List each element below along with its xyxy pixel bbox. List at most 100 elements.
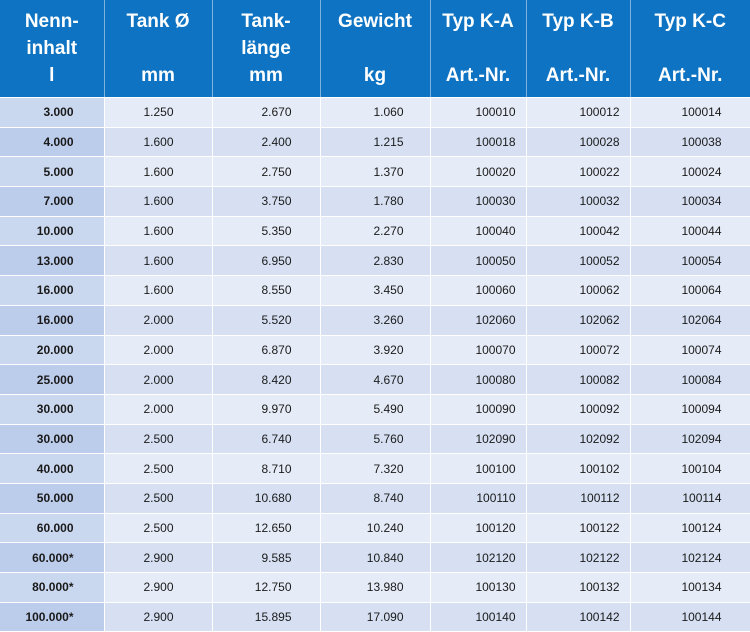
cell-typ-k-a: 102120 bbox=[430, 542, 527, 573]
header-line: mm bbox=[249, 65, 283, 86]
cell-typ-k-b: 100062 bbox=[526, 275, 631, 306]
cell-typ-k-b: 100092 bbox=[526, 394, 631, 425]
cell-typ-k-b: 100112 bbox=[526, 483, 631, 514]
table-row: 16.000 2.000 5.520 3.260 102060 102062 102064 bbox=[0, 305, 750, 336]
table-body: 3.000 1.250 2.670 1.060 100010 100012 100014 4.… bbox=[0, 97, 750, 632]
cell-tank-length: 6.740 bbox=[212, 424, 321, 455]
cell-weight: 3.450 bbox=[320, 275, 431, 306]
header-line: l bbox=[49, 65, 55, 86]
header-line: länge bbox=[241, 38, 291, 59]
cell-typ-k-c: 100074 bbox=[630, 335, 750, 366]
cell-typ-k-a: 100030 bbox=[430, 186, 527, 217]
cell-weight: 13.980 bbox=[320, 572, 431, 603]
table-row: 60.000 2.500 12.650 10.240 100120 100122 10012… bbox=[0, 513, 750, 544]
cell-tank-length: 8.420 bbox=[212, 364, 321, 395]
header-line: kg bbox=[363, 65, 387, 86]
column-header-typ-k-a: Typ K-A Art.-Nr. bbox=[430, 0, 527, 98]
cell-tank-length: 8.710 bbox=[212, 453, 321, 484]
cell-typ-k-c: 100044 bbox=[630, 216, 750, 247]
cell-tank-length: 3.750 bbox=[212, 186, 321, 217]
table-row: 13.000 1.600 6.950 2.830 100050 100052 100054 bbox=[0, 245, 750, 277]
cell-typ-k-c: 100134 bbox=[630, 572, 750, 603]
cell-typ-k-b: 100072 bbox=[526, 335, 631, 366]
cell-tank-length: 8.550 bbox=[212, 275, 321, 306]
cell-tank-diameter: 2.900 bbox=[104, 602, 213, 632]
cell-weight: 4.670 bbox=[320, 364, 431, 395]
cell-tank-diameter: 2.500 bbox=[104, 513, 213, 544]
cell-tank-length: 6.950 bbox=[212, 245, 321, 277]
cell-typ-k-b: 102062 bbox=[526, 305, 631, 336]
cell-weight: 3.920 bbox=[320, 335, 431, 366]
cell-nenninhalt: 7.000 bbox=[0, 186, 105, 217]
table-row: 80.000* 2.900 12.750 13.980 100130 100132 1001… bbox=[0, 572, 750, 603]
column-header-nenninhalt: Nenn-inhalt l bbox=[0, 0, 105, 98]
cell-typ-k-b: 100012 bbox=[526, 97, 631, 128]
header-line bbox=[321, 35, 430, 62]
header-line bbox=[431, 35, 526, 62]
cell-nenninhalt: 30.000 bbox=[0, 424, 105, 455]
cell-tank-diameter: 1.600 bbox=[104, 245, 213, 277]
column-header-tank-length: Tank-länge mm bbox=[212, 0, 321, 98]
cell-typ-k-b: 100082 bbox=[526, 364, 631, 395]
cell-typ-k-a: 100120 bbox=[430, 513, 527, 544]
cell-tank-diameter: 2.000 bbox=[104, 335, 213, 366]
cell-tank-length: 9.585 bbox=[212, 542, 321, 573]
cell-weight: 2.270 bbox=[320, 216, 431, 247]
cell-tank-length: 12.650 bbox=[212, 513, 321, 544]
cell-nenninhalt: 16.000 bbox=[0, 305, 105, 336]
header-line: Tank- bbox=[241, 11, 291, 32]
cell-typ-k-a: 100010 bbox=[430, 97, 527, 128]
header-line: Nenn- bbox=[24, 11, 79, 32]
table-row: 5.000 1.600 2.750 1.370 100020 100022 100024 bbox=[0, 156, 750, 188]
cell-weight: 1.060 bbox=[320, 97, 431, 128]
cell-typ-k-b: 102122 bbox=[526, 542, 631, 573]
cell-tank-diameter: 2.900 bbox=[104, 542, 213, 573]
cell-typ-k-b: 100102 bbox=[526, 453, 631, 484]
cell-weight: 7.320 bbox=[320, 453, 431, 484]
header-line bbox=[105, 35, 212, 62]
cell-typ-k-a: 100100 bbox=[430, 453, 527, 484]
cell-weight: 1.215 bbox=[320, 127, 431, 158]
table-row: 60.000* 2.900 9.585 10.840 102120 102122 10212… bbox=[0, 542, 750, 573]
cell-tank-diameter: 2.500 bbox=[104, 483, 213, 514]
cell-typ-k-c: 100034 bbox=[630, 186, 750, 217]
cell-nenninhalt: 3.000 bbox=[0, 97, 105, 128]
cell-tank-length: 9.970 bbox=[212, 394, 321, 425]
cell-tank-diameter: 2.500 bbox=[104, 453, 213, 484]
cell-typ-k-c: 100084 bbox=[630, 364, 750, 395]
cell-typ-k-b: 100142 bbox=[526, 602, 631, 632]
cell-typ-k-a: 100140 bbox=[430, 602, 527, 632]
cell-nenninhalt: 16.000 bbox=[0, 275, 105, 306]
cell-tank-diameter: 2.000 bbox=[104, 394, 213, 425]
cell-typ-k-b: 100132 bbox=[526, 572, 631, 603]
cell-typ-k-a: 102090 bbox=[430, 424, 527, 455]
table-row: 3.000 1.250 2.670 1.060 100010 100012 100014 bbox=[0, 97, 750, 128]
table-row: 25.000 2.000 8.420 4.670 100080 100082 100084 bbox=[0, 364, 750, 395]
cell-tank-length: 2.670 bbox=[212, 97, 321, 128]
cell-tank-diameter: 2.500 bbox=[104, 424, 213, 455]
cell-tank-length: 5.520 bbox=[212, 305, 321, 336]
cell-weight: 2.830 bbox=[320, 245, 431, 277]
cell-weight: 10.840 bbox=[320, 542, 431, 573]
cell-typ-k-a: 100070 bbox=[430, 335, 527, 366]
header-line: Typ K-A bbox=[442, 11, 514, 32]
cell-weight: 10.240 bbox=[320, 513, 431, 544]
cell-nenninhalt: 100.000* bbox=[0, 602, 105, 632]
header-line bbox=[631, 35, 750, 62]
cell-tank-length: 2.400 bbox=[212, 127, 321, 158]
header-line: Typ K-C bbox=[654, 11, 726, 32]
cell-typ-k-b: 100032 bbox=[526, 186, 631, 217]
table-row: 40.000 2.500 8.710 7.320 100100 100102 100104 bbox=[0, 453, 750, 484]
table-row: 16.000 1.600 8.550 3.450 100060 100062 100064 bbox=[0, 275, 750, 306]
cell-typ-k-c: 100038 bbox=[630, 127, 750, 158]
cell-tank-diameter: 2.000 bbox=[104, 364, 213, 395]
cell-typ-k-b: 100052 bbox=[526, 245, 631, 277]
table-row: 30.000 2.000 9.970 5.490 100090 100092 100094 bbox=[0, 394, 750, 425]
table-row: 20.000 2.000 6.870 3.920 100070 100072 100074 bbox=[0, 335, 750, 366]
header-row: Nenn-inhalt l Tank Ø mm Tank-länge mm Gewicht k… bbox=[0, 0, 750, 98]
cell-nenninhalt: 25.000 bbox=[0, 364, 105, 395]
cell-typ-k-b: 100022 bbox=[526, 156, 631, 188]
cell-typ-k-c: 100064 bbox=[630, 275, 750, 306]
header-line: Tank Ø bbox=[126, 11, 190, 32]
